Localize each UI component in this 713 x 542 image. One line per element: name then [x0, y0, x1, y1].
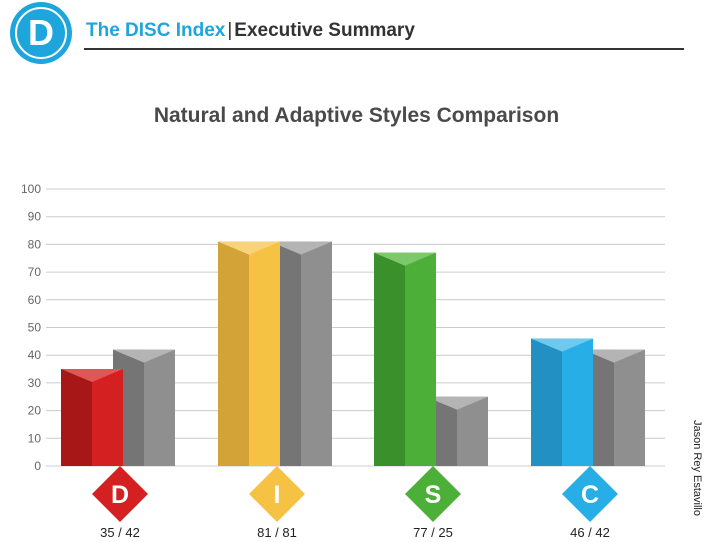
bar-adaptive-i-front	[301, 241, 332, 466]
bar-adaptive-d-front	[144, 349, 175, 466]
score-label: 81 / 81	[257, 525, 297, 540]
bar-natural-i	[218, 241, 280, 466]
y-axis-ticks: 0 10 20 30 40 50 60 70 80 90 100	[21, 182, 41, 473]
bar-natural-d-top	[61, 369, 123, 383]
score-label: 46 / 42	[570, 525, 610, 540]
bars	[61, 241, 645, 466]
category-letter: I	[274, 481, 281, 509]
section-name: Executive Summary	[234, 20, 415, 41]
badge-diamond-d	[92, 466, 148, 522]
bar-natural-i-front	[249, 241, 280, 466]
bar-adaptive-d-top	[113, 349, 175, 363]
bar-natural-d-front	[92, 369, 123, 466]
heading-separator: |	[227, 20, 233, 41]
y-tick-label: 90	[28, 210, 42, 224]
header-rule	[84, 48, 684, 50]
score-label: 35 / 42	[100, 525, 140, 540]
y-tick-label: 30	[28, 376, 42, 390]
badge-diamond-c	[562, 466, 618, 522]
category-letter: C	[581, 481, 599, 509]
badge-s: S	[405, 466, 461, 522]
score-labels: 35 / 42 81 / 81 77 / 25 46 / 42	[100, 525, 610, 540]
bar-natural-i-side	[218, 241, 249, 466]
bar-natural-s	[374, 252, 436, 466]
bar-adaptive-i-top	[270, 241, 332, 255]
bar-natural-i-top	[218, 241, 280, 255]
y-tick-label: 80	[28, 237, 42, 251]
y-tick-label: 0	[34, 459, 41, 473]
category-letter: D	[111, 481, 129, 509]
side-credit: Jason Rey Estavillo	[691, 420, 703, 516]
y-tick-label: 60	[28, 293, 42, 307]
bar-natural-c-front	[562, 338, 593, 466]
y-tick-label: 10	[28, 431, 42, 445]
bar-natural-s-top	[374, 252, 436, 266]
y-tick-label: 50	[28, 321, 42, 335]
bar-natural-c-top	[531, 338, 593, 352]
score-label: 77 / 25	[413, 525, 453, 540]
chart-title: Natural and Adaptive Styles Comparison	[153, 104, 560, 127]
y-tick-label: 20	[28, 404, 42, 418]
badge-c: C	[562, 466, 618, 522]
bar-natural-d	[61, 369, 123, 466]
bar-natural-s-side	[374, 252, 405, 466]
badge-i: I	[249, 466, 305, 522]
bar-natural-c-side	[531, 338, 562, 466]
bar-adaptive-s-front	[457, 396, 488, 466]
badge-diamond-i	[249, 466, 305, 522]
y-tick-label: 70	[28, 265, 42, 279]
bar-adaptive-c-front	[614, 349, 645, 466]
logo-letter: D	[15, 7, 67, 59]
bar-adaptive-c-top	[583, 349, 645, 363]
badge-d: D	[92, 466, 148, 522]
report-heading: The DISC Index | Executive Summary	[86, 20, 415, 42]
y-tick-label: 40	[28, 348, 42, 362]
bar-adaptive-s-top	[426, 396, 488, 410]
brand-name: The DISC Index	[86, 20, 226, 41]
badge-diamond-s	[405, 466, 461, 522]
category-letter: S	[425, 481, 442, 509]
y-tick-label: 100	[21, 182, 41, 196]
bar-natural-d-side	[61, 369, 92, 466]
report-header: D The DISC Index | Executive Summary	[0, 0, 713, 64]
disc-logo: D	[10, 2, 72, 64]
bar-natural-c	[531, 338, 593, 466]
bar-natural-s-front	[405, 252, 436, 466]
